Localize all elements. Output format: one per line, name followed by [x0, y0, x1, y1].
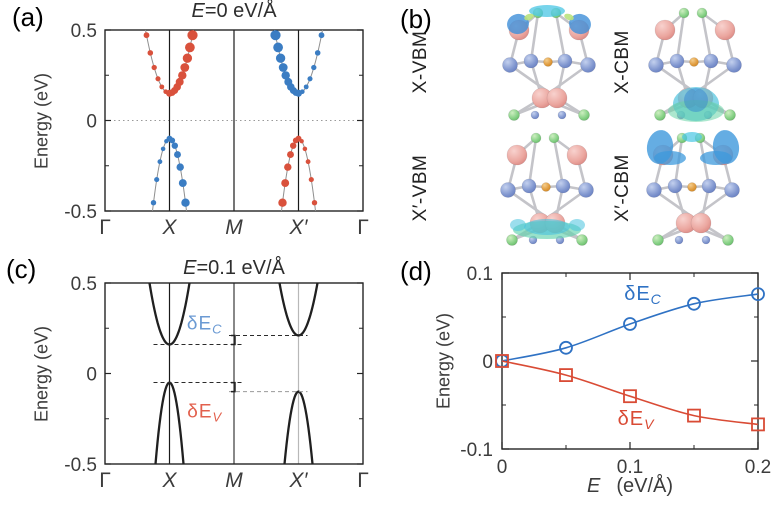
- isosurface-blob: [569, 219, 585, 231]
- x-tick-label: 0: [497, 457, 508, 478]
- band-X′-conduction: [278, 282, 319, 337]
- panel-a-plot: 0.50-0.5Γ X M X′ Γ: [64, 21, 369, 239]
- y-tick-label: -0.5: [64, 455, 97, 476]
- k-label-X: X: [161, 216, 177, 239]
- y-tick-label: -0.5: [64, 202, 97, 223]
- k-label-M: M: [225, 469, 243, 492]
- isosurface-blob: [569, 13, 591, 35]
- panel-d-letter: (d): [400, 256, 432, 286]
- y-tick-label: -0.1: [460, 440, 493, 461]
- k-label-Γ: Γ: [99, 216, 111, 239]
- isosurface-blob: [700, 151, 732, 165]
- panel-d-x-axis-label: E (eV/Å): [502, 475, 758, 498]
- label-xp-vbm: X′-VBM: [410, 154, 431, 222]
- isosurface-blob: [524, 219, 570, 235]
- label-x-cbm: X-CBM: [612, 30, 633, 94]
- isosurface-blob: [564, 13, 574, 21]
- markers-X′-conduction: [270, 30, 325, 97]
- panel-c-letter: (c): [6, 254, 37, 284]
- isosurface-blob: [510, 219, 526, 231]
- panel-d-shift-vs-field: Energy (eV) 0 0.1 0.2 0.1 0 -0.1 δEC δEV E (eV/Å…: [390, 253, 776, 506]
- molecule-x-cbm: [648, 7, 742, 122]
- y-tick-label: 0.5: [71, 21, 97, 42]
- panel-c-title: E=0.1 eV/Å: [105, 257, 363, 280]
- delta-Ec-bracket: [231, 334, 236, 346]
- isosurface-blob: [529, 5, 565, 17]
- band-X′-valence: [283, 390, 314, 465]
- markers-X-valence: [150, 135, 190, 207]
- k-label-X′: X′: [289, 469, 309, 492]
- k-label-X: X: [161, 469, 177, 492]
- panel-d-x-axis-unit: (eV/Å): [616, 475, 674, 497]
- y-tick-label: 0.1: [467, 264, 493, 285]
- molecule-xp-vbm: [500, 132, 594, 246]
- field-symbol: E: [191, 0, 205, 22]
- y-tick-label: 0: [86, 112, 97, 133]
- x-tick-label: 0.1: [617, 457, 643, 478]
- isosurface-blob: [668, 100, 724, 122]
- isosurface-blob: [684, 88, 708, 112]
- molecule-x-vbm: [502, 5, 596, 121]
- label-xp-cbm: X′-CBM: [612, 154, 633, 222]
- k-label-Γ: Γ: [99, 469, 111, 492]
- series-label-delta-Ev: δEV: [618, 408, 655, 432]
- isosurface-blob: [682, 132, 702, 142]
- series-delta-Ev: δEV: [495, 354, 765, 432]
- panel-b-charge-densities: X-VBM X-CBM X′-VBM X′-CBM: [390, 0, 776, 253]
- k-label-Γ: Γ: [357, 469, 369, 492]
- series-delta-Ec: δEC: [495, 283, 765, 368]
- isosurface-blob: [507, 13, 529, 35]
- panel-a-band-structure: E=0 eV/Å Energy (eV) 0.5 0 -0.5 Γ X M X′ Γ: [0, 0, 390, 253]
- delta-Ec-label: δEC: [187, 314, 223, 337]
- panel-a-title-rest: =0 eV/Å: [204, 0, 277, 22]
- y-tick-label: 0: [86, 365, 97, 386]
- markers-X′-valence: [278, 135, 318, 207]
- molecule-xp-cbm: [646, 130, 740, 246]
- k-label-X′: X′: [289, 216, 309, 239]
- field-symbol: E: [183, 257, 197, 279]
- series-label-delta-Ec: δEC: [624, 283, 662, 307]
- panel-b-letter: (b): [400, 4, 432, 34]
- k-label-M: M: [225, 216, 243, 239]
- delta-Ev-bracket: [231, 381, 236, 393]
- panel-c-title-rest: =0.1 eV/Å: [196, 257, 285, 279]
- markers-X-conduction: [143, 30, 198, 97]
- label-x-vbm: X-VBM: [410, 30, 431, 94]
- panel-a-title: E=0 eV/Å: [105, 0, 363, 23]
- x-tick-label: 0.2: [745, 457, 771, 478]
- y-tick-label: 0.5: [71, 274, 97, 295]
- field-symbol: E: [586, 475, 601, 497]
- delta-Ev-label: δEV: [187, 402, 222, 425]
- isosurface-blob: [524, 13, 534, 21]
- k-label-Γ: Γ: [357, 216, 369, 239]
- y-tick-label: 0: [482, 352, 493, 373]
- isosurface-blob: [654, 151, 686, 165]
- panel-a-letter: (a): [12, 2, 44, 32]
